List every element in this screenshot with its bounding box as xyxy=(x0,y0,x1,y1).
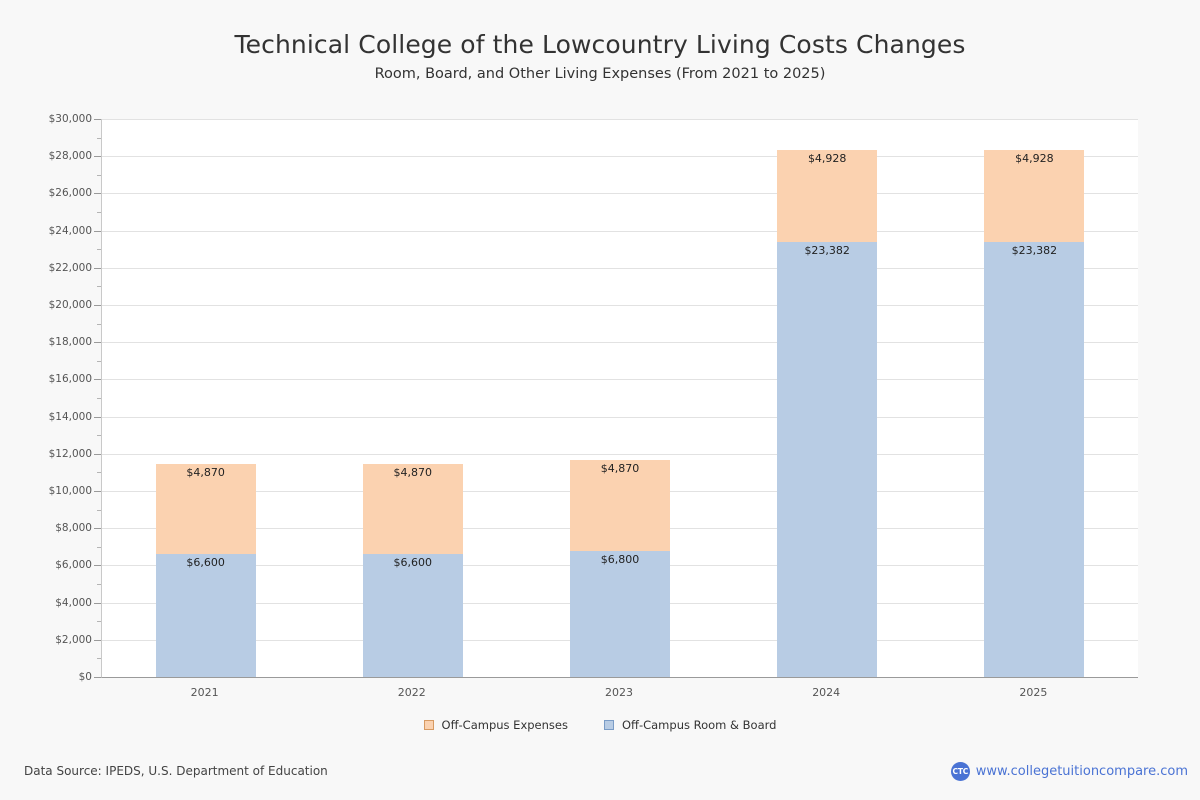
y-axis-tick xyxy=(94,230,101,232)
legend-label: Off-Campus Expenses xyxy=(441,718,568,732)
x-axis-tick-label: 2022 xyxy=(397,686,426,699)
y-axis-tick xyxy=(94,156,101,158)
y-axis-tick xyxy=(94,193,101,195)
y-axis-minor-tick xyxy=(97,546,101,548)
gridline xyxy=(102,379,1138,381)
y-axis-tick-label: $20,000 xyxy=(48,299,92,311)
legend-label: Off-Campus Room & Board xyxy=(621,718,777,732)
bar-segment-room-board[interactable]: $6,800 xyxy=(570,550,670,677)
y-axis-tick xyxy=(94,602,101,604)
y-axis-minor-tick xyxy=(97,398,101,399)
y-axis-tick-label: $4,000 xyxy=(55,596,92,609)
ctc-logo-icon: CTC xyxy=(950,762,970,781)
y-axis-minor-tick xyxy=(97,509,101,511)
bar-segment-expenses[interactable]: $4,870 xyxy=(362,463,463,555)
legend-swatch-icon xyxy=(423,720,434,730)
gridline xyxy=(102,267,1138,269)
y-axis-tick-label: $28,000 xyxy=(48,150,92,163)
x-axis-tick-label: 2021 xyxy=(190,686,219,699)
bar-value-label: $6,600 xyxy=(186,556,225,570)
y-axis-minor-tick xyxy=(97,621,101,623)
y-axis-tick xyxy=(94,342,101,344)
gridline xyxy=(102,453,1138,455)
x-axis-tick-label: 2023 xyxy=(605,686,633,699)
y-axis-tick-label: $0 xyxy=(78,671,92,683)
y-axis-minor-tick xyxy=(97,435,101,437)
y-axis-tick xyxy=(94,565,101,567)
y-axis-tick xyxy=(94,379,101,381)
data-source-text: Data Source: IPEDS, U.S. Department of E… xyxy=(24,764,328,778)
y-axis-tick-label: $14,000 xyxy=(48,410,92,423)
y-axis-minor-tick xyxy=(97,212,101,213)
y-axis-minor-tick xyxy=(97,137,101,139)
chart-legend: Off-Campus Expenses Off-Campus Room & Boa… xyxy=(0,718,1200,732)
y-axis-tick xyxy=(94,677,101,678)
legend-item[interactable]: Off-Campus Room & Board xyxy=(603,718,777,732)
y-axis-tick xyxy=(94,453,101,455)
y-axis-tick-label: $24,000 xyxy=(48,224,92,237)
y-axis-tick xyxy=(94,491,101,492)
bar-value-label: $6,600 xyxy=(393,556,433,570)
gridline xyxy=(102,230,1138,232)
bar-segment-room-board[interactable]: $23,382 xyxy=(777,242,878,677)
y-axis-tick-label: $2,000 xyxy=(55,633,92,646)
gridline xyxy=(102,305,1138,306)
bar-segment-expenses[interactable]: $4,928 xyxy=(777,150,878,243)
y-axis-minor-tick xyxy=(97,323,101,325)
bar-segment-room-board[interactable]: $6,600 xyxy=(362,554,463,677)
y-axis-minor-tick xyxy=(97,249,101,251)
x-axis-tick-label: 2025 xyxy=(1019,686,1048,699)
chart-subtitle: Room, Board, and Other Living Expenses (… xyxy=(374,66,826,82)
y-axis-tick-label: $26,000 xyxy=(48,187,92,200)
gridline xyxy=(102,119,1138,120)
bar-segment-expenses[interactable]: $4,928 xyxy=(984,150,1085,243)
y-axis-tick-label: $30,000 xyxy=(48,113,92,125)
bar-segment-room-board[interactable]: $23,382 xyxy=(984,242,1085,677)
y-axis-tick-label: $18,000 xyxy=(48,336,92,349)
y-axis-tick-label: $16,000 xyxy=(48,373,92,386)
chart-title: Technical College of the Lowcountry Livi… xyxy=(234,30,966,59)
legend-item[interactable]: Off-Campus Expenses xyxy=(423,718,568,732)
brand-watermark[interactable]: CTC www.collegetuitioncompare.com xyxy=(950,762,1188,781)
y-axis-minor-tick xyxy=(97,286,101,288)
gridline xyxy=(102,416,1138,418)
y-axis-tick xyxy=(94,305,101,306)
legend-swatch-icon xyxy=(603,720,614,730)
gridline xyxy=(102,193,1138,195)
bar-value-label: $4,928 xyxy=(807,152,847,166)
x-axis-tick-label: 2024 xyxy=(812,686,841,699)
bar-value-label: $4,870 xyxy=(393,465,433,479)
y-axis-tick-label: $10,000 xyxy=(48,485,92,497)
gridline xyxy=(102,342,1138,344)
bar-value-label: $4,870 xyxy=(600,461,640,475)
y-axis-tick xyxy=(94,119,101,120)
y-axis-tick xyxy=(94,267,101,269)
y-axis-tick xyxy=(94,639,101,641)
y-axis-tick-label: $8,000 xyxy=(55,522,92,535)
y-axis-tick-label: $6,000 xyxy=(55,559,92,572)
brand-url-link[interactable]: www.collegetuitioncompare.com xyxy=(975,764,1188,779)
bar-value-label: $4,928 xyxy=(1015,152,1054,166)
y-axis-tick xyxy=(94,416,101,418)
gridline xyxy=(102,156,1138,158)
bar-segment-room-board[interactable]: $6,600 xyxy=(155,554,256,677)
y-axis-tick-label: $12,000 xyxy=(48,447,92,460)
y-axis-tick-label: $22,000 xyxy=(48,261,92,274)
bar-segment-expenses[interactable]: $4,870 xyxy=(155,463,256,555)
y-axis-minor-tick xyxy=(97,584,101,585)
bar-value-label: $6,800 xyxy=(600,552,640,566)
y-axis-tick xyxy=(94,528,101,530)
plot-area: $6,600 $4,870 $6,600 $4,870 $6,800 $4,870 $23,… xyxy=(101,119,1138,678)
bar-value-label: $23,382 xyxy=(804,244,850,258)
bar-value-label: $23,382 xyxy=(1011,244,1058,258)
bar-segment-expenses[interactable]: $4,870 xyxy=(570,459,670,551)
bar-value-label: $4,870 xyxy=(186,465,225,479)
y-axis-minor-tick xyxy=(97,472,101,474)
y-axis-minor-tick xyxy=(97,174,101,176)
y-axis-minor-tick xyxy=(97,360,101,362)
y-axis-minor-tick xyxy=(97,658,101,660)
